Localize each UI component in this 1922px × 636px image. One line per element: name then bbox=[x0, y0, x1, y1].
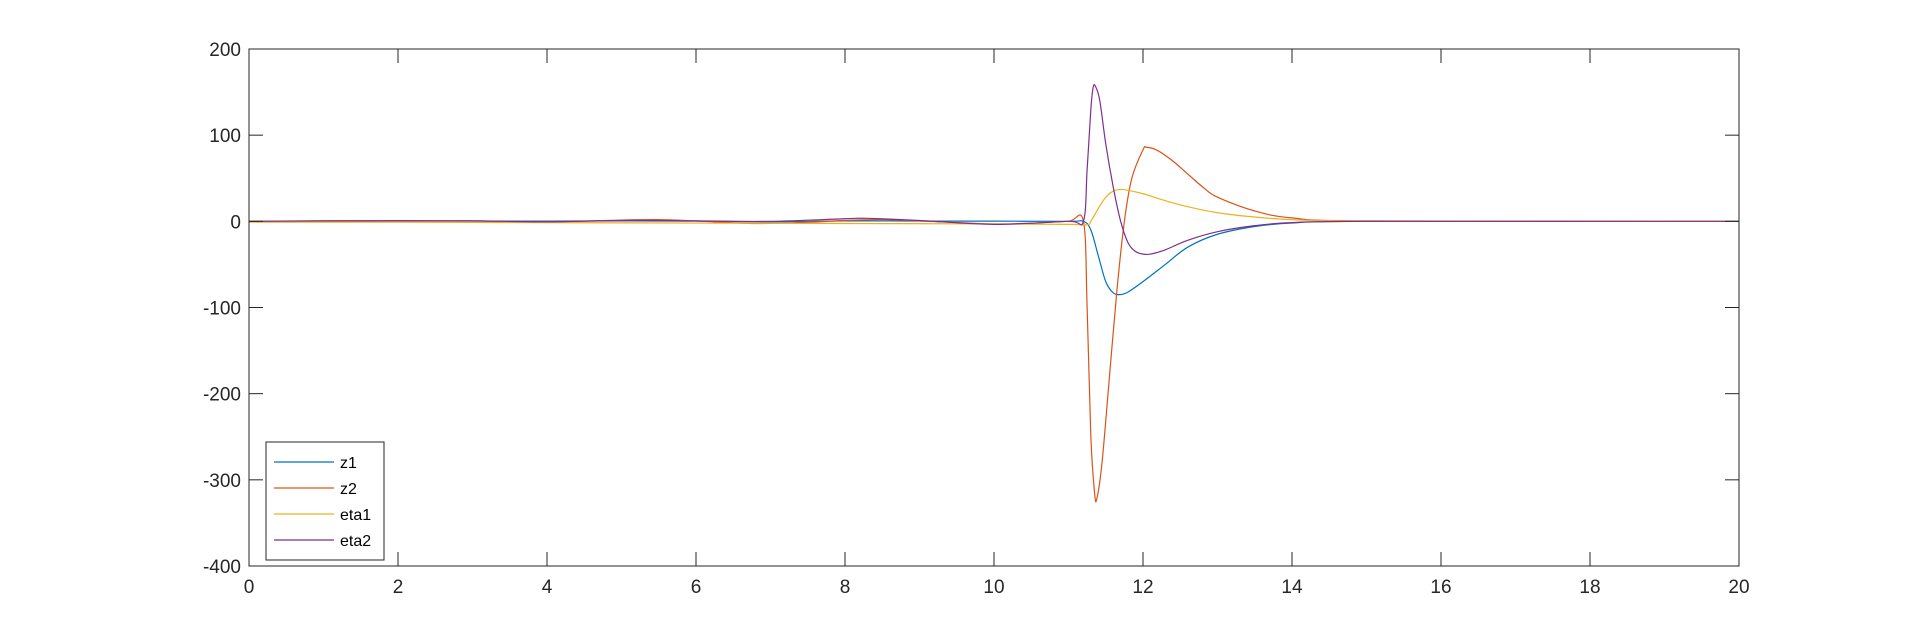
y-tick-label: 100 bbox=[209, 126, 241, 147]
y-tick-label: 200 bbox=[209, 40, 241, 61]
y-tick-label: -300 bbox=[203, 471, 241, 492]
x-tick-labels: 0 2 4 6 8 10 12 14 16 18 20 bbox=[244, 577, 1750, 598]
x-tick-label: 20 bbox=[1728, 577, 1749, 598]
legend-label-eta1: eta1 bbox=[340, 507, 371, 524]
y-tick-label: -200 bbox=[203, 385, 241, 406]
series-line-z2 bbox=[248, 145, 1740, 503]
x-tick-label: 8 bbox=[840, 577, 851, 598]
x-tick-label: 18 bbox=[1579, 577, 1600, 598]
x-tick-label: 10 bbox=[983, 577, 1004, 598]
x-tick-label: 14 bbox=[1281, 577, 1303, 598]
x-tick-label: 2 bbox=[393, 577, 404, 598]
plot-lines bbox=[248, 84, 1740, 503]
axis-ticks bbox=[248, 48, 1740, 567]
plot-frame bbox=[248, 48, 1740, 567]
y-tick-labels: 200 100 0 -100 -200 -300 -400 bbox=[203, 40, 241, 578]
x-tick-label: 4 bbox=[542, 577, 553, 598]
legend: z1 z2 eta1 eta2 bbox=[265, 441, 385, 561]
legend-label-z1: z1 bbox=[340, 455, 357, 472]
series-line-eta1 bbox=[248, 188, 1740, 226]
x-tick-label: 16 bbox=[1430, 577, 1451, 598]
x-tick-label: 6 bbox=[691, 577, 702, 598]
legend-label-z2: z2 bbox=[340, 481, 357, 498]
y-tick-label: 0 bbox=[230, 212, 241, 233]
x-tick-label: 12 bbox=[1132, 577, 1153, 598]
legend-label-eta2: eta2 bbox=[340, 533, 371, 550]
y-tick-label: -400 bbox=[203, 557, 241, 578]
x-tick-label: 0 bbox=[244, 577, 255, 598]
y-tick-label: -100 bbox=[203, 299, 241, 320]
series-line-z1 bbox=[248, 220, 1740, 296]
series-line-eta2 bbox=[248, 84, 1740, 256]
